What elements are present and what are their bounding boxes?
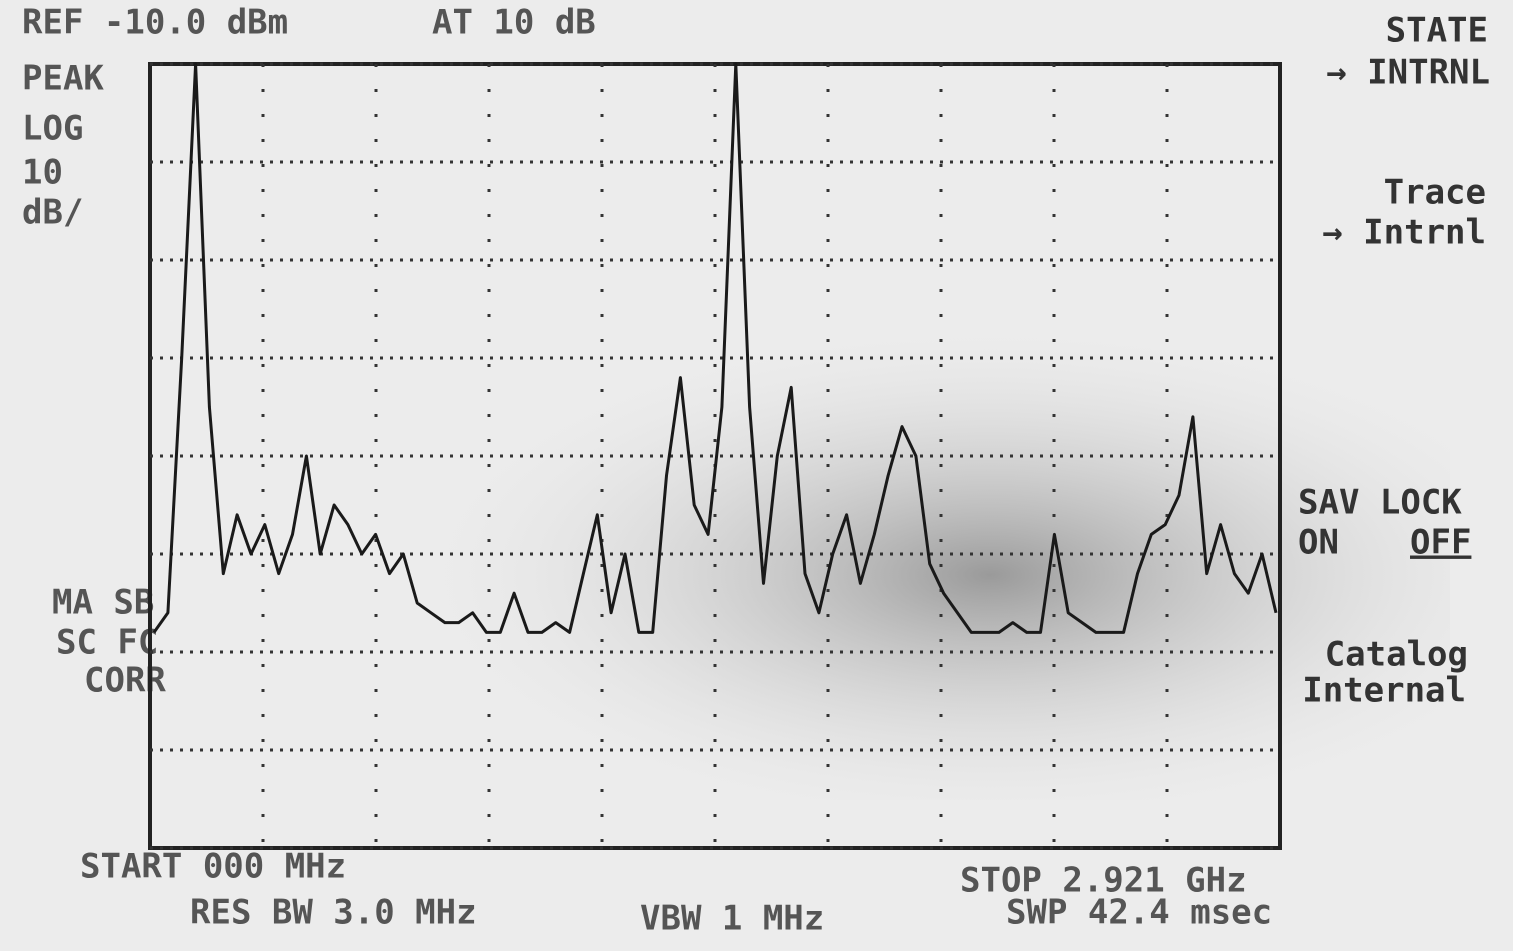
softkey: STATE xyxy=(1386,11,1488,51)
softkey: OFF xyxy=(1410,523,1471,563)
softkey: Internal xyxy=(1302,671,1466,711)
note: MA SB xyxy=(52,583,154,623)
softkey: SAV LOCK xyxy=(1298,483,1462,523)
label: dB/ xyxy=(22,193,83,233)
res-bw: RES BW 3.0 MHz xyxy=(190,893,477,933)
label: 10 xyxy=(22,153,63,193)
shadow xyxy=(300,300,1450,800)
stop-freq: STOP 2.921 GHz xyxy=(960,861,1247,901)
trace xyxy=(152,62,1278,634)
label: PEAK xyxy=(22,59,104,99)
sweep: SWP 42.4 msec xyxy=(1006,893,1272,933)
softkey: ON xyxy=(1298,523,1339,563)
vbw: VBW 1 MHz xyxy=(640,899,824,939)
softkey: → Intrnl xyxy=(1322,213,1486,253)
softkey: Trace xyxy=(1384,173,1486,213)
ref-level: REF -10.0 dBm xyxy=(22,3,288,43)
label: LOG xyxy=(22,109,83,149)
note: SC FC xyxy=(56,623,158,663)
start-freq: START 000 MHz xyxy=(80,847,346,887)
attenuation: AT 10 dB xyxy=(432,3,596,43)
softkey: → INTRNL xyxy=(1326,53,1490,93)
note: CORR xyxy=(84,661,166,701)
softkey: Catalog xyxy=(1325,635,1468,675)
